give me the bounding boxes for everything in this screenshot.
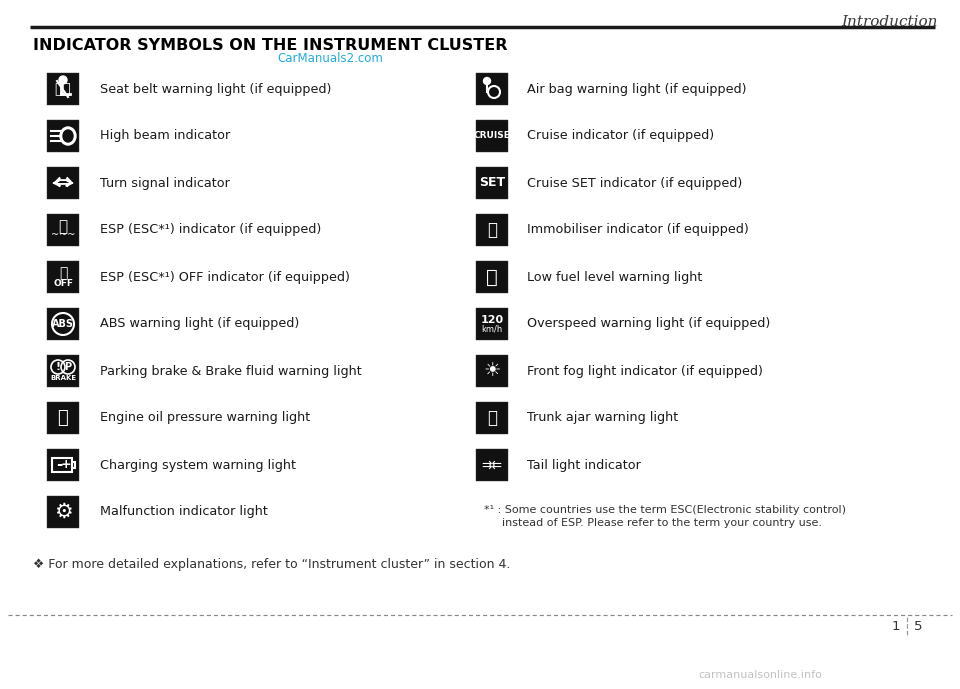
FancyBboxPatch shape (47, 261, 79, 293)
Text: -: - (56, 457, 62, 473)
Text: 1: 1 (892, 621, 900, 633)
Text: ~~~: ~~~ (51, 230, 75, 240)
Text: Seat belt warning light (if equipped): Seat belt warning light (if equipped) (100, 83, 331, 96)
FancyBboxPatch shape (476, 449, 508, 481)
Text: Trunk ajar warning light: Trunk ajar warning light (527, 411, 679, 424)
Text: ⇉⇇: ⇉⇇ (482, 458, 502, 471)
Text: ⚙: ⚙ (54, 502, 72, 522)
FancyBboxPatch shape (476, 402, 508, 434)
Text: SET: SET (479, 176, 505, 189)
Text: Engine oil pressure warning light: Engine oil pressure warning light (100, 411, 310, 424)
Text: OFF: OFF (53, 278, 73, 287)
FancyBboxPatch shape (47, 120, 79, 152)
Text: km/h: km/h (481, 325, 503, 333)
Text: 5: 5 (914, 621, 923, 633)
Text: Parking brake & Brake fluid warning light: Parking brake & Brake fluid warning ligh… (100, 364, 362, 378)
FancyBboxPatch shape (476, 214, 508, 246)
FancyBboxPatch shape (476, 355, 508, 387)
FancyBboxPatch shape (476, 73, 508, 105)
Text: carmanualsonline.info: carmanualsonline.info (698, 670, 822, 680)
Text: ⛽: ⛽ (486, 267, 498, 287)
Text: Turn signal indicator: Turn signal indicator (100, 176, 229, 189)
Text: INDICATOR SYMBOLS ON THE INSTRUMENT CLUSTER: INDICATOR SYMBOLS ON THE INSTRUMENT CLUS… (33, 38, 508, 53)
Text: CRUISE: CRUISE (473, 132, 511, 141)
Text: BRAKE: BRAKE (50, 375, 76, 381)
Text: !: ! (56, 362, 60, 372)
Text: Tail light indicator: Tail light indicator (527, 458, 641, 471)
Text: instead of ESP. Please refer to the term your country use.: instead of ESP. Please refer to the term… (502, 518, 822, 528)
FancyBboxPatch shape (47, 73, 79, 105)
FancyBboxPatch shape (47, 214, 79, 246)
Text: Front fog light indicator (if equipped): Front fog light indicator (if equipped) (527, 364, 763, 378)
FancyBboxPatch shape (47, 308, 79, 340)
FancyBboxPatch shape (47, 496, 79, 528)
Text: ESP (ESC*¹) indicator (if equipped): ESP (ESC*¹) indicator (if equipped) (100, 223, 322, 236)
Text: ⛈: ⛈ (59, 220, 67, 234)
Text: ABS: ABS (52, 319, 74, 329)
Text: 120: 120 (480, 315, 504, 325)
Text: Low fuel level warning light: Low fuel level warning light (527, 271, 703, 283)
Text: *¹ : Some countries use the term ESC(Electronic stability control): *¹ : Some countries use the term ESC(Ele… (484, 505, 846, 515)
Text: ⇔: ⇔ (54, 173, 72, 193)
Text: 🛢: 🛢 (58, 409, 68, 427)
Text: ⛈: ⛈ (59, 266, 67, 280)
Text: Overspeed warning light (if equipped): Overspeed warning light (if equipped) (527, 318, 770, 331)
Text: ABS warning light (if equipped): ABS warning light (if equipped) (100, 318, 300, 331)
Text: CarManuals2.com: CarManuals2.com (277, 52, 383, 65)
Text: Cruise SET indicator (if equipped): Cruise SET indicator (if equipped) (527, 176, 742, 189)
FancyBboxPatch shape (476, 120, 508, 152)
Text: ☀: ☀ (483, 362, 501, 380)
Text: P: P (64, 362, 72, 372)
Circle shape (59, 76, 67, 84)
Ellipse shape (63, 130, 73, 142)
Text: Immobiliser indicator (if equipped): Immobiliser indicator (if equipped) (527, 223, 749, 236)
FancyBboxPatch shape (476, 261, 508, 293)
Text: Introduction: Introduction (842, 15, 938, 29)
Text: 🚗: 🚗 (487, 409, 497, 427)
Text: Cruise indicator (if equipped): Cruise indicator (if equipped) (527, 130, 714, 143)
Text: ❖ For more detailed explanations, refer to “Instrument cluster” in section 4.: ❖ For more detailed explanations, refer … (33, 558, 511, 571)
Text: ESP (ESC*¹) OFF indicator (if equipped): ESP (ESC*¹) OFF indicator (if equipped) (100, 271, 349, 283)
FancyBboxPatch shape (47, 402, 79, 434)
FancyBboxPatch shape (476, 308, 508, 340)
Ellipse shape (60, 127, 76, 145)
Text: +: + (60, 458, 71, 471)
Text: Air bag warning light (if equipped): Air bag warning light (if equipped) (527, 83, 747, 96)
Text: Charging system warning light: Charging system warning light (100, 458, 296, 471)
Text: 🚗: 🚗 (487, 221, 497, 239)
Text: 🦷⛓: 🦷⛓ (55, 82, 71, 96)
Text: Malfunction indicator light: Malfunction indicator light (100, 506, 268, 519)
FancyBboxPatch shape (47, 167, 79, 199)
Text: High beam indicator: High beam indicator (100, 130, 230, 143)
FancyBboxPatch shape (47, 449, 79, 481)
FancyBboxPatch shape (47, 355, 79, 387)
Circle shape (484, 77, 491, 85)
FancyBboxPatch shape (476, 167, 508, 199)
